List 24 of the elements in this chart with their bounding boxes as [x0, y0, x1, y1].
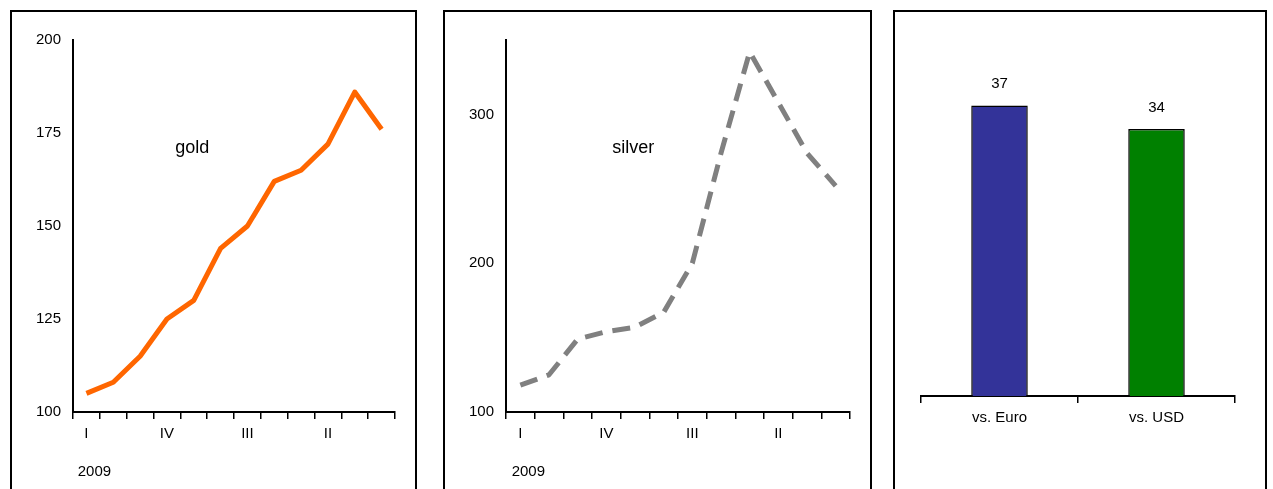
x-tick-label: vs. USD — [1128, 408, 1185, 426]
x-tick-label: I — [84, 424, 89, 442]
y-tick-label: 100 — [36, 402, 62, 420]
text: 2009 — [77, 461, 112, 479]
x-tick-label: II — [774, 424, 783, 442]
x-tick-label: vs. Euro — [971, 408, 1028, 426]
x-tick-label: IV — [159, 424, 175, 442]
x-tick-label: III — [686, 424, 699, 442]
text: 2009 — [511, 461, 546, 479]
y-tick-label: 175 — [36, 123, 62, 141]
data-label: 37 — [991, 74, 1008, 92]
x-tick-label: III — [241, 424, 254, 442]
text: silver — [612, 136, 655, 157]
x-tick-label: IV — [599, 424, 614, 442]
y-tick-label: 125 — [36, 309, 62, 327]
y-tick-label: 300 — [469, 104, 495, 122]
y-tick-label: 100 — [469, 402, 495, 420]
text: gold — [175, 136, 210, 157]
y-tick-label: 200 — [469, 253, 495, 271]
y-tick-label: 150 — [36, 216, 62, 234]
y-tick-label: 200 — [36, 30, 62, 48]
data-label: 34 — [1148, 97, 1165, 115]
x-tick-label: I — [518, 424, 523, 442]
x-tick-label: II — [323, 424, 333, 442]
